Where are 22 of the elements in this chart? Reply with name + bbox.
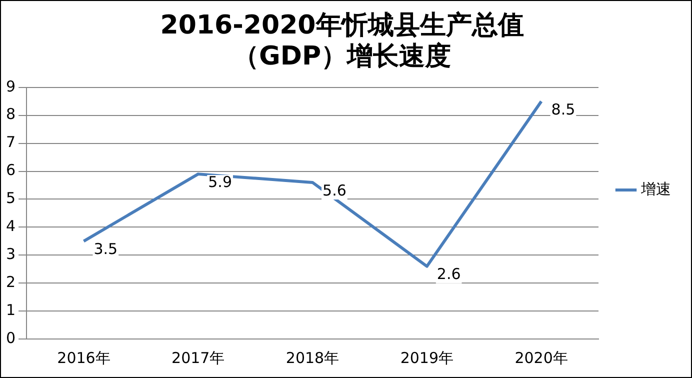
- data-label: 5.6: [322, 181, 346, 200]
- data-label: 2.6: [436, 265, 461, 284]
- y-tick-label: 2: [6, 272, 16, 291]
- y-tick-label: 3: [6, 245, 16, 264]
- x-tick-label: 2016年: [57, 348, 110, 367]
- y-tick-label: 8: [6, 105, 16, 124]
- chart-title: 2016-2020年忻城县生产总值（GDP）增长速度: [160, 10, 524, 72]
- y-tick-label: 4: [6, 217, 16, 236]
- y-tick-label: 5: [6, 189, 16, 208]
- data-label: 3.5: [94, 240, 118, 258]
- y-tick-label: 1: [6, 300, 16, 319]
- x-tick-label: 2018年: [286, 348, 340, 367]
- x-tick-label: 2017年: [172, 348, 225, 367]
- x-tick-label: 2019年: [400, 348, 454, 367]
- legend-label: 增速: [640, 180, 671, 198]
- y-tick-label: 6: [6, 161, 16, 180]
- y-tick-label: 7: [6, 133, 16, 152]
- y-tick-label: 0: [6, 328, 16, 347]
- x-tick-label: 2020年: [514, 348, 568, 367]
- data-label: 5.9: [208, 172, 232, 191]
- data-label: 8.5: [551, 100, 576, 118]
- y-tick-label: 9: [6, 77, 16, 96]
